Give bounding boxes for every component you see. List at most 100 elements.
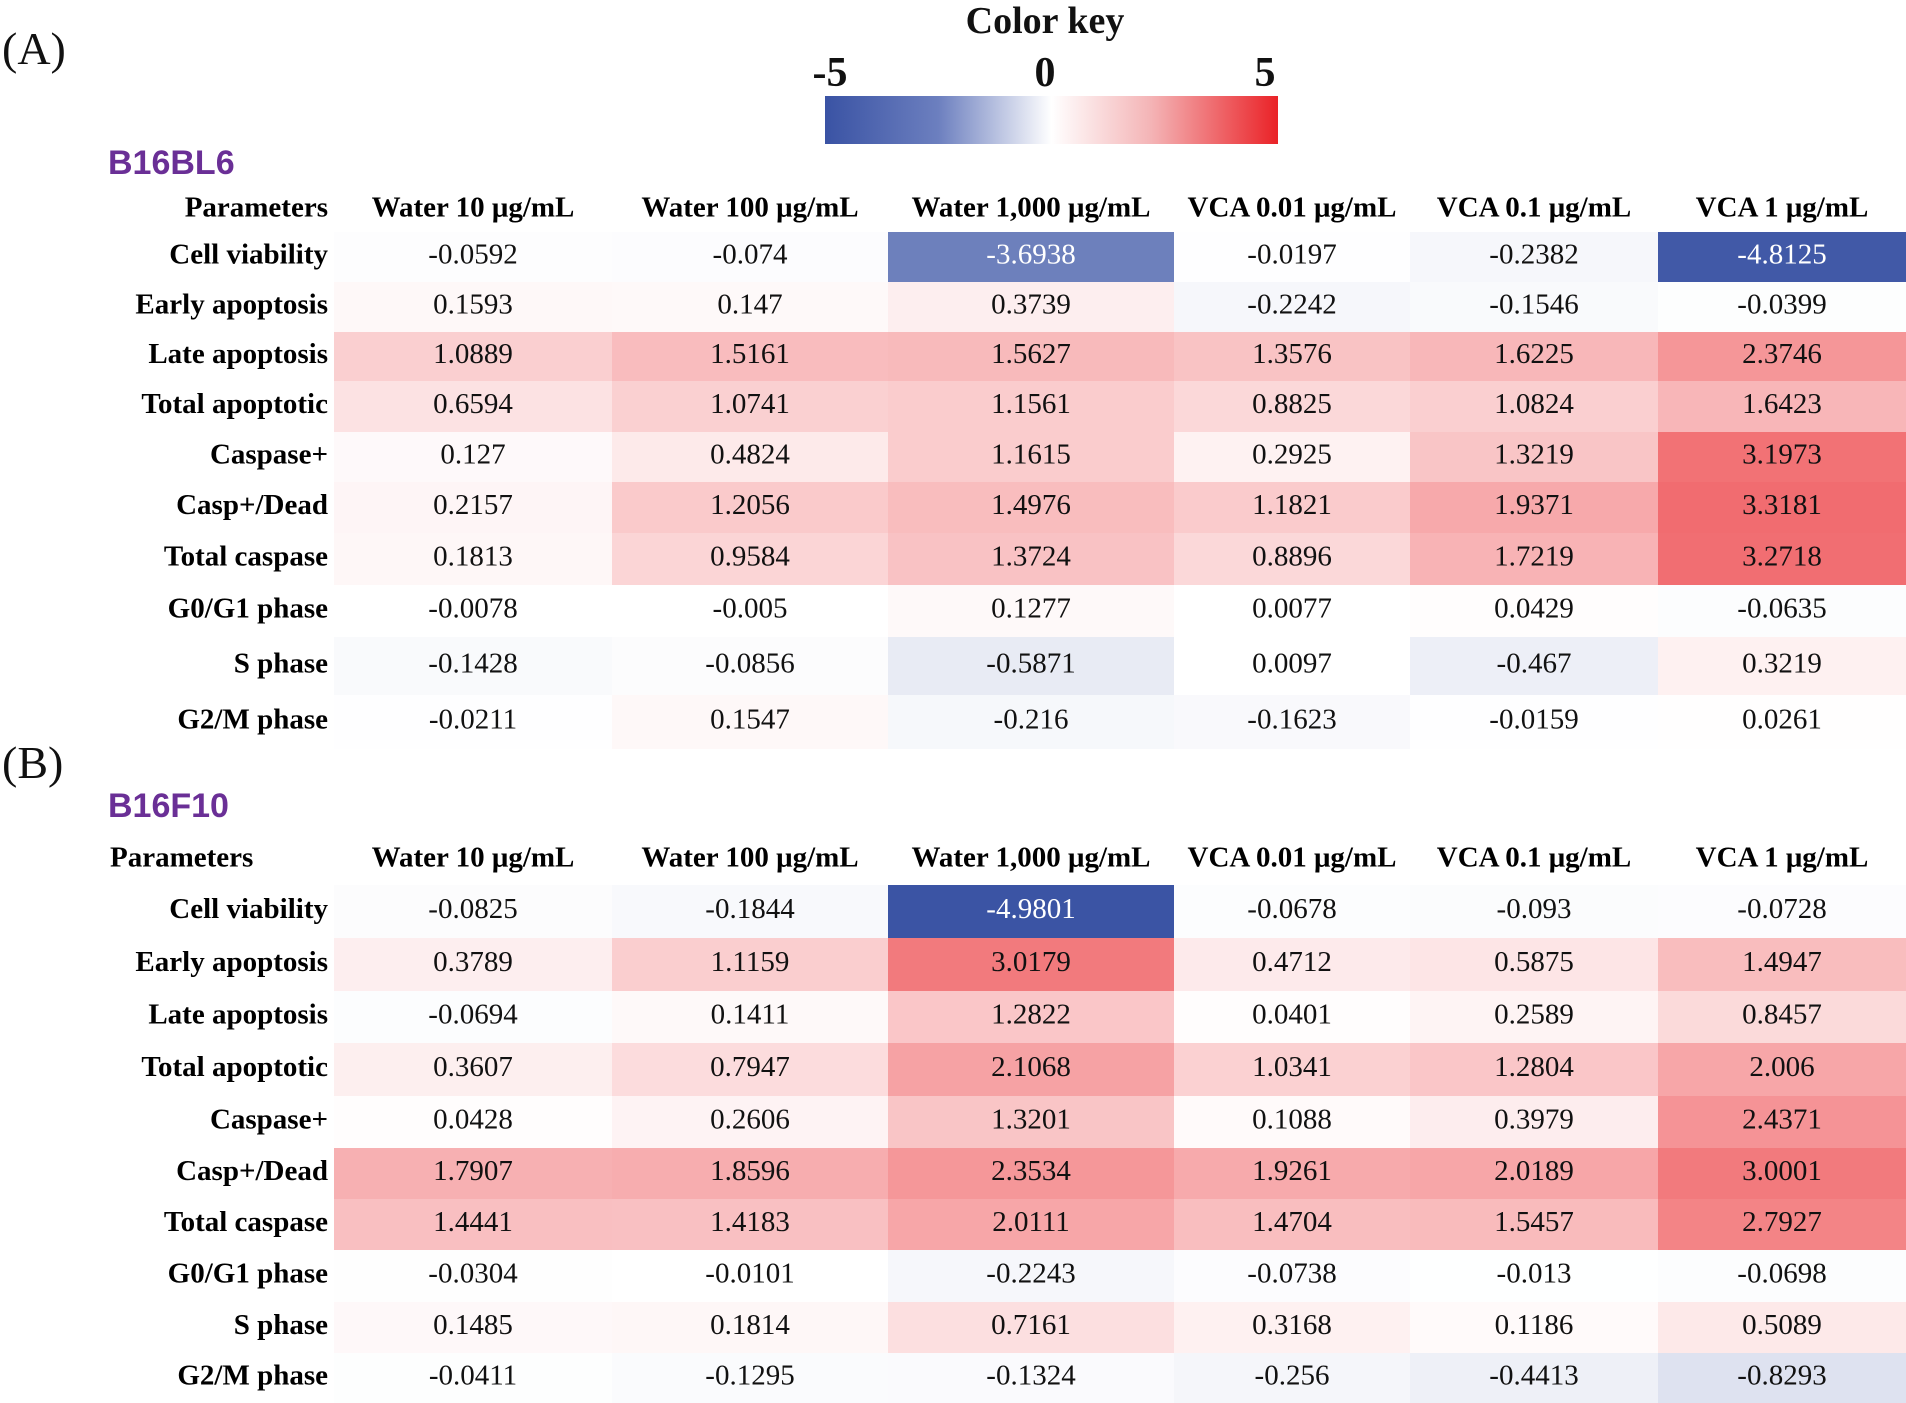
- color-key-max-label: 5: [1254, 50, 1276, 96]
- cell-value-label: -0.0678: [1247, 893, 1336, 925]
- heatmap-cell: [612, 533, 888, 585]
- cell-value-label: 2.006: [1749, 1051, 1814, 1083]
- cell-value-label: -0.013: [1497, 1258, 1572, 1290]
- cell-value-label: 0.3607: [433, 1051, 513, 1083]
- cell-value-label: 0.1186: [1495, 1309, 1574, 1341]
- cell-value-label: 0.0077: [1252, 593, 1332, 625]
- cell-value-label: 0.2606: [710, 1104, 790, 1136]
- heatmap-cell: [334, 533, 612, 585]
- heatmap-cell: [888, 885, 1174, 938]
- row-label: G0/G1 phase: [168, 1258, 328, 1290]
- heatmap-cell: [888, 637, 1174, 695]
- cell-value-label: -0.0592: [428, 239, 517, 271]
- color-key-title: Color key: [965, 0, 1125, 42]
- heatmap-a: Parameters Water 10 μg/mL Water 100 μg/mL W…: [135, 192, 1906, 749]
- cell-value-label: -0.074: [713, 239, 788, 271]
- cell-value-label: 2.1068: [991, 1051, 1071, 1083]
- cell-value-label: 1.3724: [991, 541, 1071, 573]
- row-label: Casp+/Dead: [176, 489, 328, 521]
- heatmap-cell: [1174, 232, 1410, 282]
- cell-value-label: -0.1295: [705, 1360, 794, 1392]
- row-label: Cell viability: [169, 893, 328, 925]
- heatmap-cell: [1410, 885, 1658, 938]
- heatmap-cell: [612, 637, 888, 695]
- heatmap-cell: [1174, 1096, 1410, 1148]
- heatmap-cell: [1174, 332, 1410, 381]
- heatmap-cell: [888, 1250, 1174, 1302]
- cell-value-label: 0.6594: [433, 388, 513, 420]
- column-header: Water 100 μg/mL: [641, 842, 858, 874]
- heatmap-cell: [612, 282, 888, 332]
- heatmap-cell: [612, 695, 888, 749]
- cell-value-label: 1.4976: [991, 489, 1071, 521]
- cell-value-label: 0.2589: [1494, 999, 1574, 1031]
- cell-value-label: 0.1593: [433, 289, 513, 321]
- heatmap-cell: [1174, 1148, 1410, 1199]
- cell-value-label: -0.216: [994, 704, 1069, 736]
- cell-value-label: 0.5875: [1494, 946, 1574, 978]
- cell-value-label: 0.8896: [1252, 541, 1332, 573]
- heatmap-cell: [1410, 533, 1658, 585]
- heatmap-cell: [1658, 1199, 1906, 1250]
- column-header: Water 1,000 μg/mL: [911, 192, 1150, 224]
- heatmap-cell: [334, 332, 612, 381]
- heatmap-cell: [1410, 1302, 1658, 1353]
- row-label: S phase: [234, 648, 328, 680]
- heatmap-cell: [612, 1302, 888, 1353]
- heatmap-cell: [612, 482, 888, 533]
- cell-value-label: -0.256: [1255, 1360, 1330, 1392]
- heatmap-cell: [1658, 482, 1906, 533]
- cell-value-label: 2.0189: [1494, 1155, 1574, 1187]
- heatmap-cell: [1658, 695, 1906, 749]
- cell-value-label: 1.9261: [1252, 1155, 1332, 1187]
- cell-value-label: 0.7161: [991, 1309, 1071, 1341]
- heatmap-cell: [888, 938, 1174, 991]
- cell-value-label: 1.2056: [710, 489, 790, 521]
- cell-value-label: 0.3168: [1252, 1309, 1332, 1341]
- panel-a-label: (A): [2, 23, 66, 74]
- heatmap-cell: [1658, 991, 1906, 1043]
- heatmap-cell: [1410, 1148, 1658, 1199]
- heatmap-cell: [1658, 1148, 1906, 1199]
- heatmap-cell: [612, 232, 888, 282]
- heatmap-cell: [612, 1148, 888, 1199]
- cell-value-label: 0.4824: [710, 439, 790, 471]
- heatmap-cell: [612, 585, 888, 637]
- corner-label: Parameters: [110, 842, 253, 874]
- heatmap-cell: [334, 1353, 612, 1403]
- heatmap-cell: [1174, 1199, 1410, 1250]
- heatmap-cell: [1174, 432, 1410, 482]
- cell-value-label: -0.2242: [1247, 289, 1336, 321]
- heatmap-cell: [1410, 1043, 1658, 1096]
- heatmap-cell: [612, 885, 888, 938]
- heatmap-cell: [1174, 1353, 1410, 1403]
- cell-value-label: 1.4183: [710, 1206, 790, 1238]
- heatmap-cell: [1174, 938, 1410, 991]
- heatmap-cell: [334, 1043, 612, 1096]
- row-label: G2/M phase: [177, 704, 328, 736]
- cell-value-label: 1.0741: [710, 388, 790, 420]
- heatmap-cell: [888, 533, 1174, 585]
- heatmap-cell: [612, 1043, 888, 1096]
- heatmap-cell: [1658, 282, 1906, 332]
- heatmap-cell: [1658, 332, 1906, 381]
- heatmap-cell: [888, 695, 1174, 749]
- panel-b-title: B16F10: [108, 787, 229, 825]
- cell-value-label: 1.5457: [1494, 1206, 1574, 1238]
- heatmap-cell: [888, 282, 1174, 332]
- row-label: Total apoptotic: [141, 1051, 328, 1083]
- cell-value-label: 0.4712: [1252, 946, 1332, 978]
- heatmap-cell: [612, 1250, 888, 1302]
- heatmap-cell: [612, 1199, 888, 1250]
- cell-value-label: 1.3219: [1494, 439, 1574, 471]
- cell-value-label: 1.7219: [1494, 541, 1574, 573]
- heatmap-cell: [334, 585, 612, 637]
- cell-value-label: 1.1821: [1252, 489, 1332, 521]
- column-header: Water 10 μg/mL: [372, 842, 575, 874]
- cell-value-label: -0.0411: [429, 1360, 517, 1392]
- heatmap-cell: [1410, 991, 1658, 1043]
- cell-value-label: 1.0889: [433, 338, 513, 370]
- cell-value-label: 2.3746: [1742, 338, 1822, 370]
- heatmap-cell: [1174, 885, 1410, 938]
